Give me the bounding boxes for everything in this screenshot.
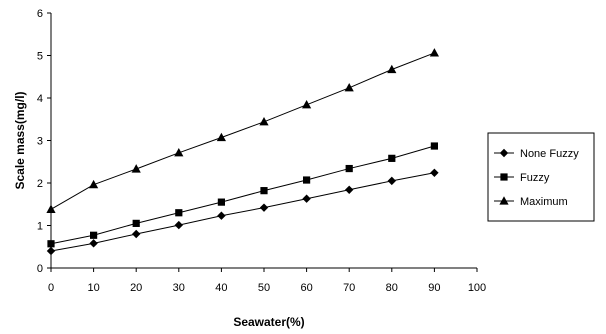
data-point-none-fuzzy <box>46 246 56 256</box>
series-line-none-fuzzy <box>50 172 435 252</box>
data-point-fuzzy <box>430 142 438 150</box>
series-line-maximum <box>50 52 435 210</box>
y-tick-label: 4 <box>37 93 43 105</box>
data-point-maximum <box>46 204 56 213</box>
data-point-fuzzy <box>260 187 268 195</box>
data-point-maximum <box>344 83 354 92</box>
data-point-none-fuzzy <box>430 168 439 177</box>
data-point-fuzzy <box>345 164 353 173</box>
legend-marker-fuzzy <box>500 173 508 181</box>
y-tick-label: 3 <box>37 136 43 148</box>
data-point-maximum <box>302 100 312 109</box>
data-point-none-fuzzy <box>259 203 269 212</box>
data-point-maximum <box>131 164 141 173</box>
data-point-none-fuzzy <box>302 194 311 203</box>
data-point-fuzzy <box>132 219 140 227</box>
data-point-none-fuzzy <box>89 239 98 248</box>
x-tick-label: 30 <box>173 282 185 294</box>
data-point-fuzzy <box>217 198 225 206</box>
data-point-none-fuzzy <box>132 229 141 239</box>
y-axis-title: Scale mass(mg/l) <box>13 91 27 189</box>
x-tick-label: 50 <box>258 282 270 294</box>
data-point-maximum <box>89 179 99 189</box>
data-point-maximum <box>429 48 439 57</box>
legend-marker-maximum <box>499 196 509 205</box>
y-tick-label: 6 <box>37 8 43 20</box>
legend-label-maximum: Maximum <box>520 196 568 208</box>
x-tick-label: 20 <box>130 282 142 294</box>
x-tick-label: 40 <box>215 282 227 294</box>
series-line-fuzzy <box>50 145 435 245</box>
x-tick-label: 60 <box>300 282 312 294</box>
x-tick-label: 80 <box>386 282 398 294</box>
y-tick-label: 5 <box>37 51 43 63</box>
data-point-fuzzy <box>90 231 98 239</box>
y-tick-label: 2 <box>37 178 43 190</box>
data-point-maximum <box>216 132 226 142</box>
legend: None Fuzzy Fuzzy Maximum <box>487 132 595 222</box>
data-point-maximum <box>174 148 184 157</box>
x-tick-label: 0 <box>48 282 54 294</box>
data-point-fuzzy <box>47 240 55 248</box>
data-point-fuzzy <box>303 176 311 184</box>
x-tick-label: 70 <box>343 282 355 294</box>
data-point-maximum <box>387 64 397 74</box>
data-point-none-fuzzy <box>387 176 396 186</box>
y-tick-label: 1 <box>37 221 43 233</box>
data-point-none-fuzzy <box>174 220 183 230</box>
data-point-fuzzy <box>175 209 183 217</box>
legend-marker-none-fuzzy <box>499 148 509 158</box>
legend-label-fuzzy: Fuzzy <box>520 172 550 184</box>
x-axis-title: Seawater(%) <box>233 315 304 329</box>
data-point-none-fuzzy <box>345 185 354 194</box>
data-point-none-fuzzy <box>217 211 226 220</box>
x-tick-label: 10 <box>87 282 99 294</box>
legend-label-none-fuzzy: None Fuzzy <box>520 148 579 160</box>
y-tick-label: 0 <box>37 263 43 275</box>
x-tick-label: 90 <box>428 282 440 294</box>
x-tick-label: 100 <box>468 282 486 294</box>
data-point-maximum <box>259 117 269 126</box>
data-point-fuzzy <box>388 154 396 162</box>
